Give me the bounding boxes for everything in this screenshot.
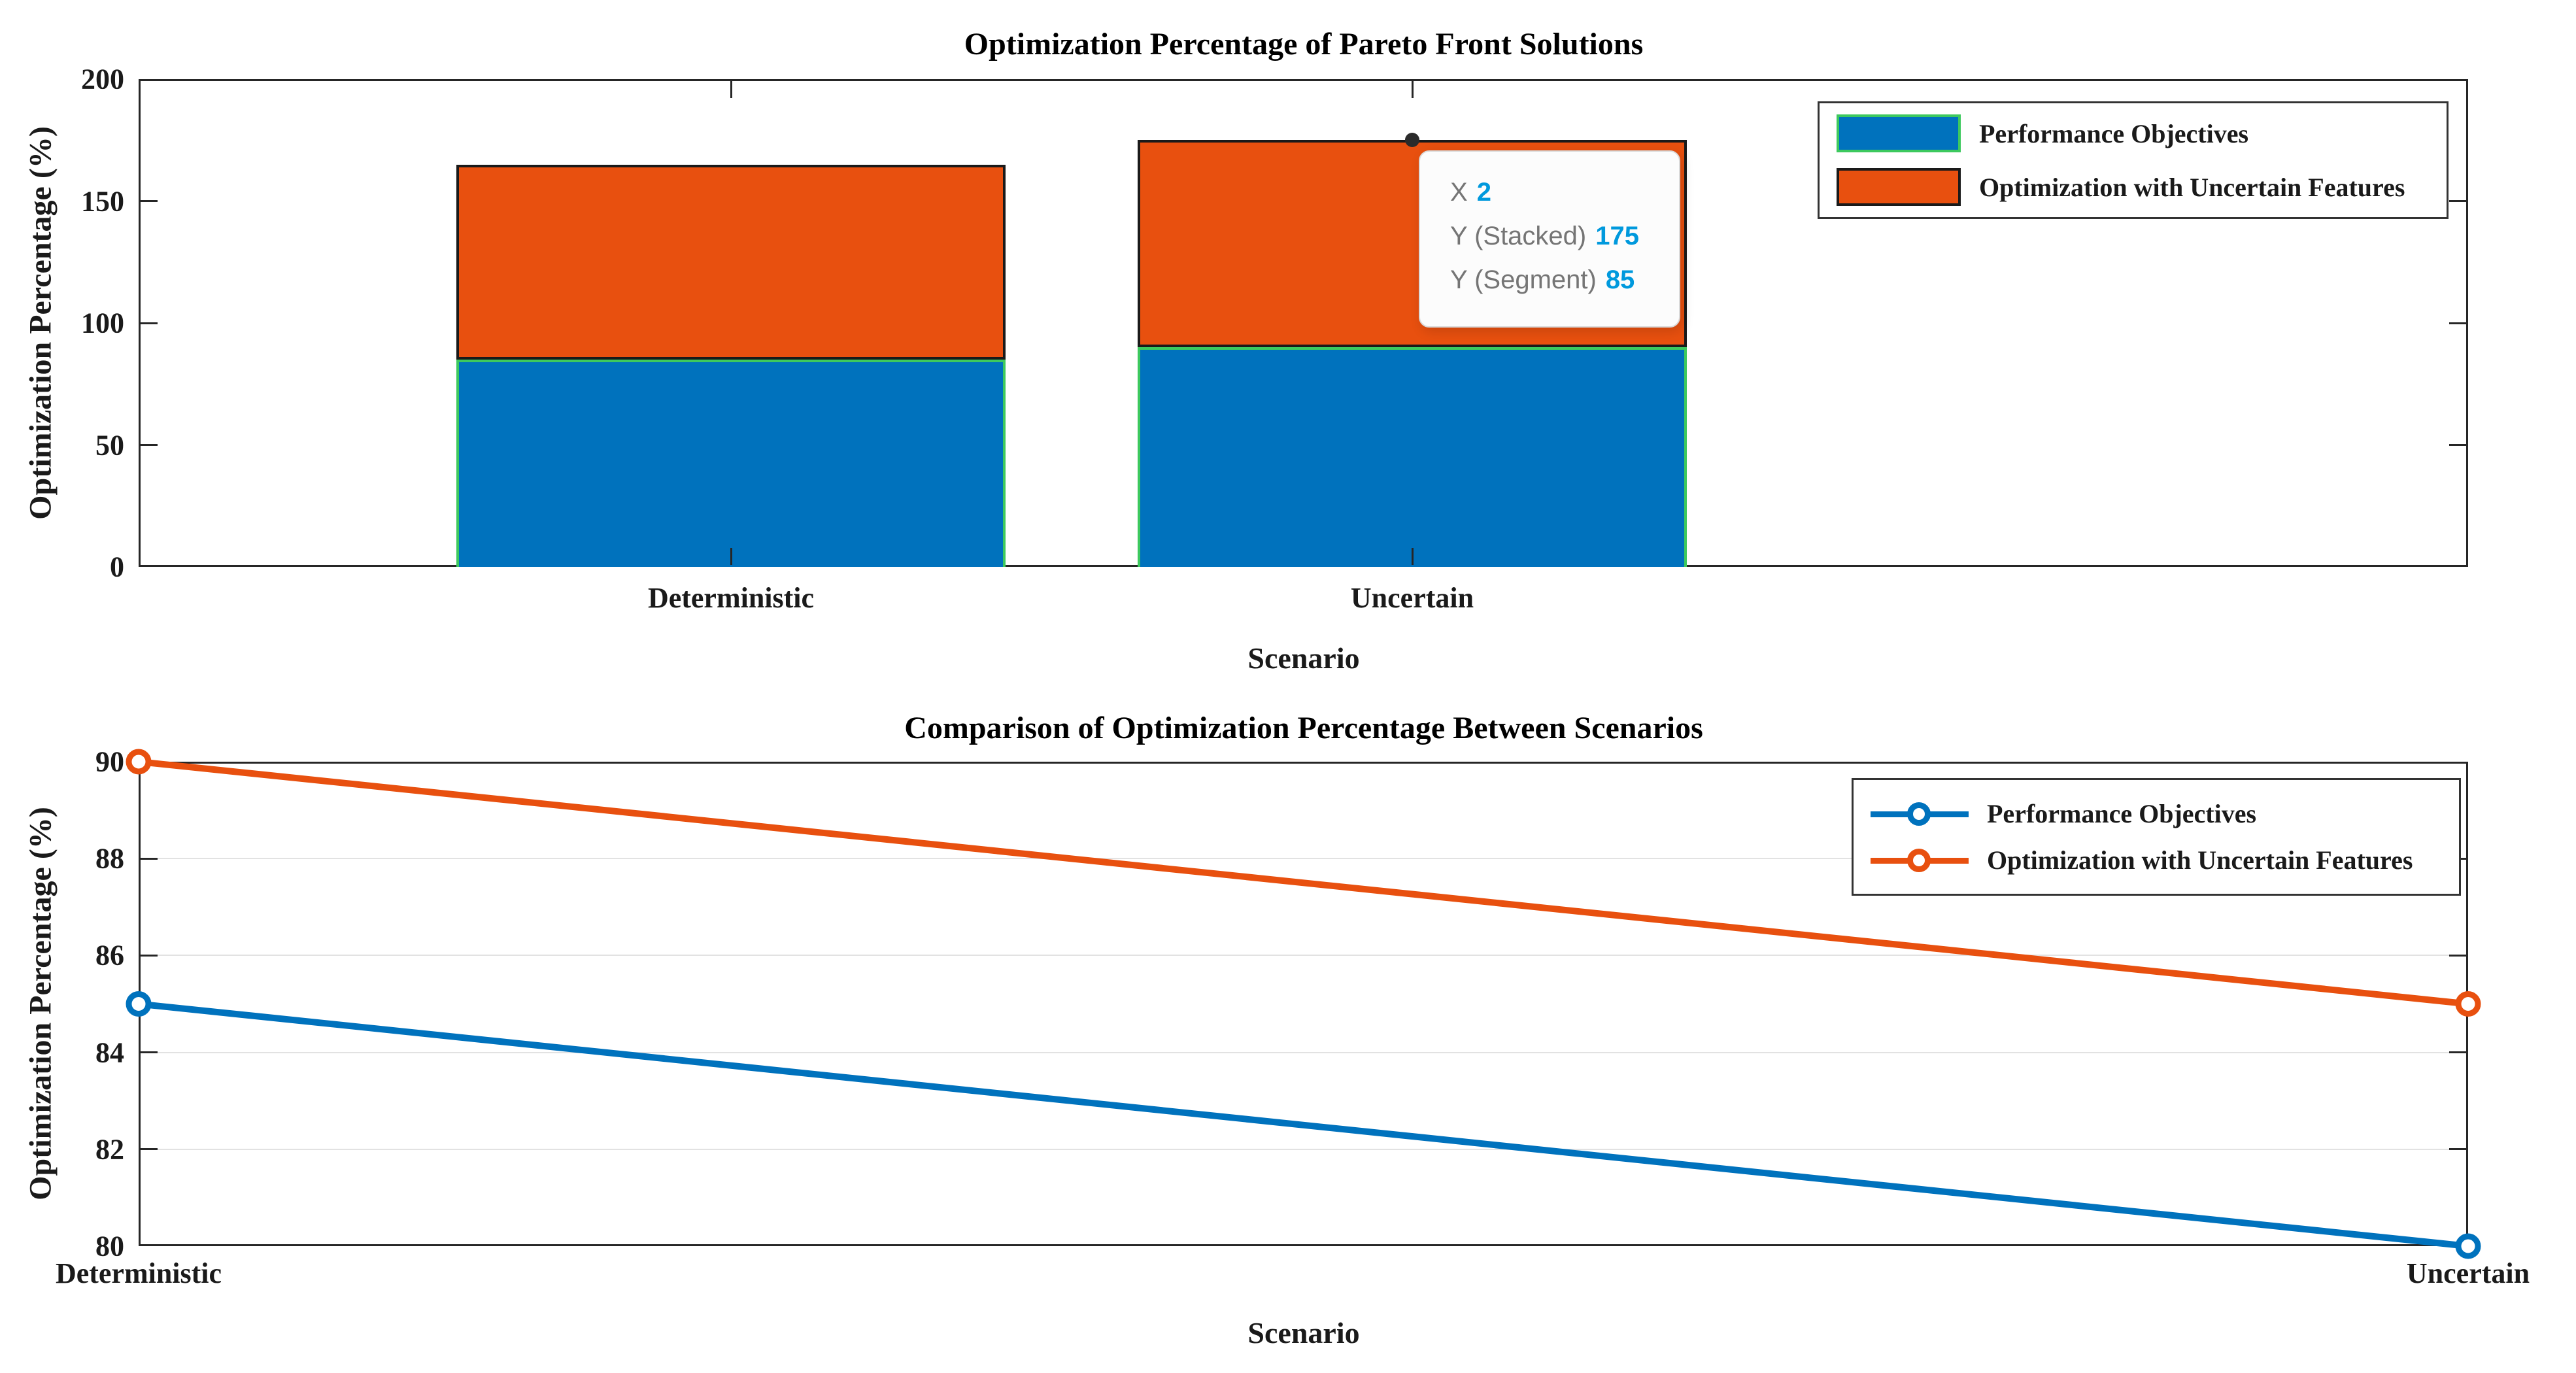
x-tick-label: Uncertain bbox=[2406, 1257, 2530, 1289]
y-tick-mark-right bbox=[2449, 444, 2466, 446]
tooltip-row-label: Y (Stacked) bbox=[1450, 222, 1587, 251]
legend-item-label: Performance Objectives bbox=[1987, 799, 2257, 828]
tooltip-row-value: 2 bbox=[1476, 178, 1491, 207]
legend-item: Performance Objectives bbox=[1837, 114, 2447, 152]
y-tick-mark bbox=[141, 322, 158, 324]
top-chart-x-axis-label: Scenario bbox=[1247, 641, 1360, 675]
y-tick-mark bbox=[141, 1148, 158, 1151]
legend-marker-circle bbox=[1907, 848, 1931, 872]
x-tick-mark-top bbox=[730, 81, 732, 98]
y-tick-mark bbox=[141, 1051, 158, 1054]
bottom-chart-legend: Performance Objectives Optimization with … bbox=[1852, 778, 2461, 896]
y-tick-label: 88 bbox=[95, 842, 124, 875]
gridline bbox=[141, 1051, 2466, 1053]
y-tick-label: 82 bbox=[95, 1133, 124, 1166]
y-tick-label: 200 bbox=[81, 63, 124, 95]
tooltip-row-y-stacked-: Y (Stacked) 175 bbox=[1450, 222, 1662, 251]
bar-segment-performance-objectives bbox=[456, 359, 1006, 567]
x-tick-label: Deterministic bbox=[647, 582, 815, 614]
top-chart-title: Optimization Percentage of Pareto Front … bbox=[964, 27, 1644, 61]
y-tick-mark bbox=[141, 857, 158, 860]
y-tick-mark-right bbox=[2449, 1051, 2466, 1054]
y-tick-label: 84 bbox=[95, 1036, 124, 1069]
y-tick-mark bbox=[141, 200, 158, 202]
legend-line-sample-performance-objectives bbox=[1871, 801, 1969, 827]
tooltip-row-label: Y (Segment) bbox=[1450, 265, 1597, 295]
y-tick-label: 86 bbox=[95, 939, 124, 972]
legend-item-label: Optimization with Uncertain Features bbox=[1987, 845, 2413, 875]
legend-swatch-optimization-with-uncertain-features bbox=[1837, 168, 1961, 206]
data-point-marker-performance-objectives bbox=[126, 991, 152, 1017]
y-tick-mark-right bbox=[2449, 200, 2466, 202]
line-series-performance-objectives bbox=[138, 1000, 2469, 1249]
data-point-marker-optimization-with-uncertain-features bbox=[2455, 991, 2481, 1017]
y-tick-mark-right bbox=[2449, 1148, 2466, 1151]
legend-item: Optimization with Uncertain Features bbox=[1837, 168, 2447, 206]
x-tick-mark-bottom bbox=[730, 548, 732, 565]
line-series-plot bbox=[126, 749, 2481, 1259]
data-point-marker-performance-objectives bbox=[2455, 1233, 2481, 1259]
x-tick-label: Deterministic bbox=[55, 1257, 222, 1289]
x-tick-label: Uncertain bbox=[1350, 582, 1474, 614]
y-tick-label: 100 bbox=[81, 307, 124, 339]
legend-item: Optimization with Uncertain Features bbox=[1871, 845, 2459, 875]
gridline bbox=[141, 1148, 2466, 1150]
legend-item: Performance Objectives bbox=[1871, 798, 2459, 829]
y-tick-label: 0 bbox=[110, 551, 124, 583]
tooltip-row-value: 85 bbox=[1605, 265, 1635, 295]
gridline bbox=[141, 858, 2466, 860]
legend-marker-circle bbox=[1907, 802, 1931, 826]
line-series-optimization-with-uncertain-features bbox=[138, 758, 2469, 1008]
y-tick-label: 150 bbox=[81, 185, 124, 217]
y-tick-mark-right bbox=[2449, 954, 2466, 957]
legend-item-label: Performance Objectives bbox=[1979, 118, 2249, 148]
y-tick-label: 80 bbox=[95, 1230, 124, 1263]
y-tick-mark bbox=[141, 444, 158, 446]
bottom-chart-title: Comparison of Optimization Percentage Be… bbox=[904, 711, 1703, 745]
bar-segment-performance-objectives bbox=[1138, 347, 1687, 567]
x-tick-mark-bottom bbox=[1411, 548, 1414, 565]
data-point-marker-optimization-with-uncertain-features bbox=[126, 749, 152, 775]
x-tick-mark-top bbox=[1411, 81, 1414, 98]
datatip-marker[interactable] bbox=[1405, 133, 1419, 148]
y-tick-label: 50 bbox=[95, 429, 124, 461]
gridline bbox=[141, 955, 2466, 957]
tooltip-row-value: 175 bbox=[1595, 222, 1639, 251]
bar-segment-optimization-with-uncertain-features bbox=[456, 164, 1006, 360]
legend-line-sample-optimization-with-uncertain-features bbox=[1871, 847, 1969, 873]
legend-swatch-performance-objectives bbox=[1837, 114, 1961, 152]
y-tick-mark-right bbox=[2449, 322, 2466, 324]
top-chart-legend: Performance Objectives Optimization with … bbox=[1818, 101, 2449, 219]
y-tick-mark bbox=[141, 954, 158, 957]
tooltip-row-y-segment-: Y (Segment) 85 bbox=[1450, 265, 1662, 295]
legend-item-label: Optimization with Uncertain Features bbox=[1979, 172, 2405, 202]
bottom-chart-x-axis-label: Scenario bbox=[1247, 1316, 1360, 1349]
tooltip-row-label: X bbox=[1450, 178, 1468, 207]
y-tick-label: 90 bbox=[95, 745, 124, 778]
